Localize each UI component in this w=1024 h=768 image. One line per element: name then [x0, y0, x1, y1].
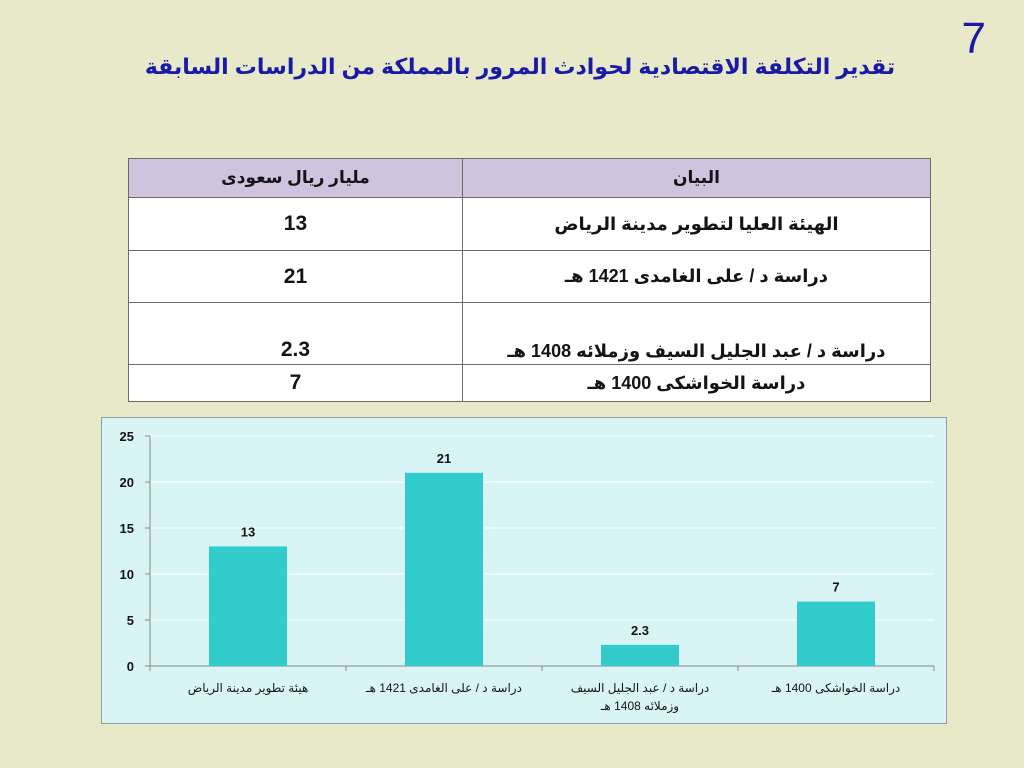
- category-label: دراسة د / عبد الجليل السيف: [571, 681, 710, 696]
- y-tick-label: 10: [120, 567, 134, 582]
- bar: [601, 644, 679, 666]
- y-tick-label: 15: [120, 521, 134, 536]
- bar-value-label: 13: [241, 524, 255, 539]
- header-value: مليار ريال سعودى: [128, 158, 463, 198]
- bar-chart-svg: 0 5 10 15 20 25 13 هيئة تطوير مدينة الرياض 21 درا…: [120, 429, 935, 714]
- bar: [797, 601, 875, 666]
- y-tick-label: 20: [120, 475, 134, 490]
- row-value: 2.3: [128, 302, 463, 365]
- slide-title: تقدير التكلفة الاقتصادية لحوادث المرور ب…: [144, 54, 896, 79]
- bar-value-label: 2.3: [631, 623, 649, 638]
- bar-chart: 0 5 10 15 20 25 13 هيئة تطوير مدينة الرياض 21 درا…: [101, 417, 947, 724]
- bar: [209, 546, 287, 666]
- row-value: 13: [128, 197, 463, 251]
- table-header-row: البيان مليار ريال سعودى: [128, 158, 932, 198]
- y-tick-label: 25: [120, 429, 134, 444]
- row-label: دراسة د / عبد الجليل السيف وزملائه 1408 …: [461, 302, 932, 365]
- bar-value-label: 21: [437, 451, 451, 466]
- row-label: دراسة الخواشكى 1400 هـ: [461, 364, 932, 402]
- row-value: 7: [128, 364, 463, 402]
- table-row: دراسة د / على الغامدى 1421 هـ 21: [128, 250, 932, 303]
- bar: [405, 472, 483, 666]
- header-label: البيان: [461, 158, 932, 198]
- table-row: دراسة الخواشكى 1400 هـ 7: [128, 364, 932, 402]
- table-row: الهيئة العليا لتطوير مدينة الرياض 13: [128, 197, 932, 251]
- y-tick-label: 5: [127, 613, 134, 628]
- y-tick-label: 0: [127, 659, 134, 674]
- category-label: دراسة الخواشكى 1400 هـ: [771, 681, 900, 696]
- category-label: دراسة د / على الغامدى 1421 هـ: [365, 681, 522, 696]
- row-value: 21: [128, 250, 463, 303]
- category-label: هيئة تطوير مدينة الرياض: [188, 681, 309, 696]
- slide-number: 7: [961, 14, 986, 63]
- cost-table: البيان مليار ريال سعودى الهيئة العليا لت…: [128, 158, 932, 402]
- row-label: دراسة د / على الغامدى 1421 هـ: [461, 250, 932, 303]
- bar-value-label: 7: [832, 580, 839, 595]
- table-row: دراسة د / عبد الجليل السيف وزملائه 1408 …: [128, 302, 932, 365]
- row-label: الهيئة العليا لتطوير مدينة الرياض: [461, 197, 932, 251]
- category-label: وزملائه 1408 هـ: [600, 699, 679, 714]
